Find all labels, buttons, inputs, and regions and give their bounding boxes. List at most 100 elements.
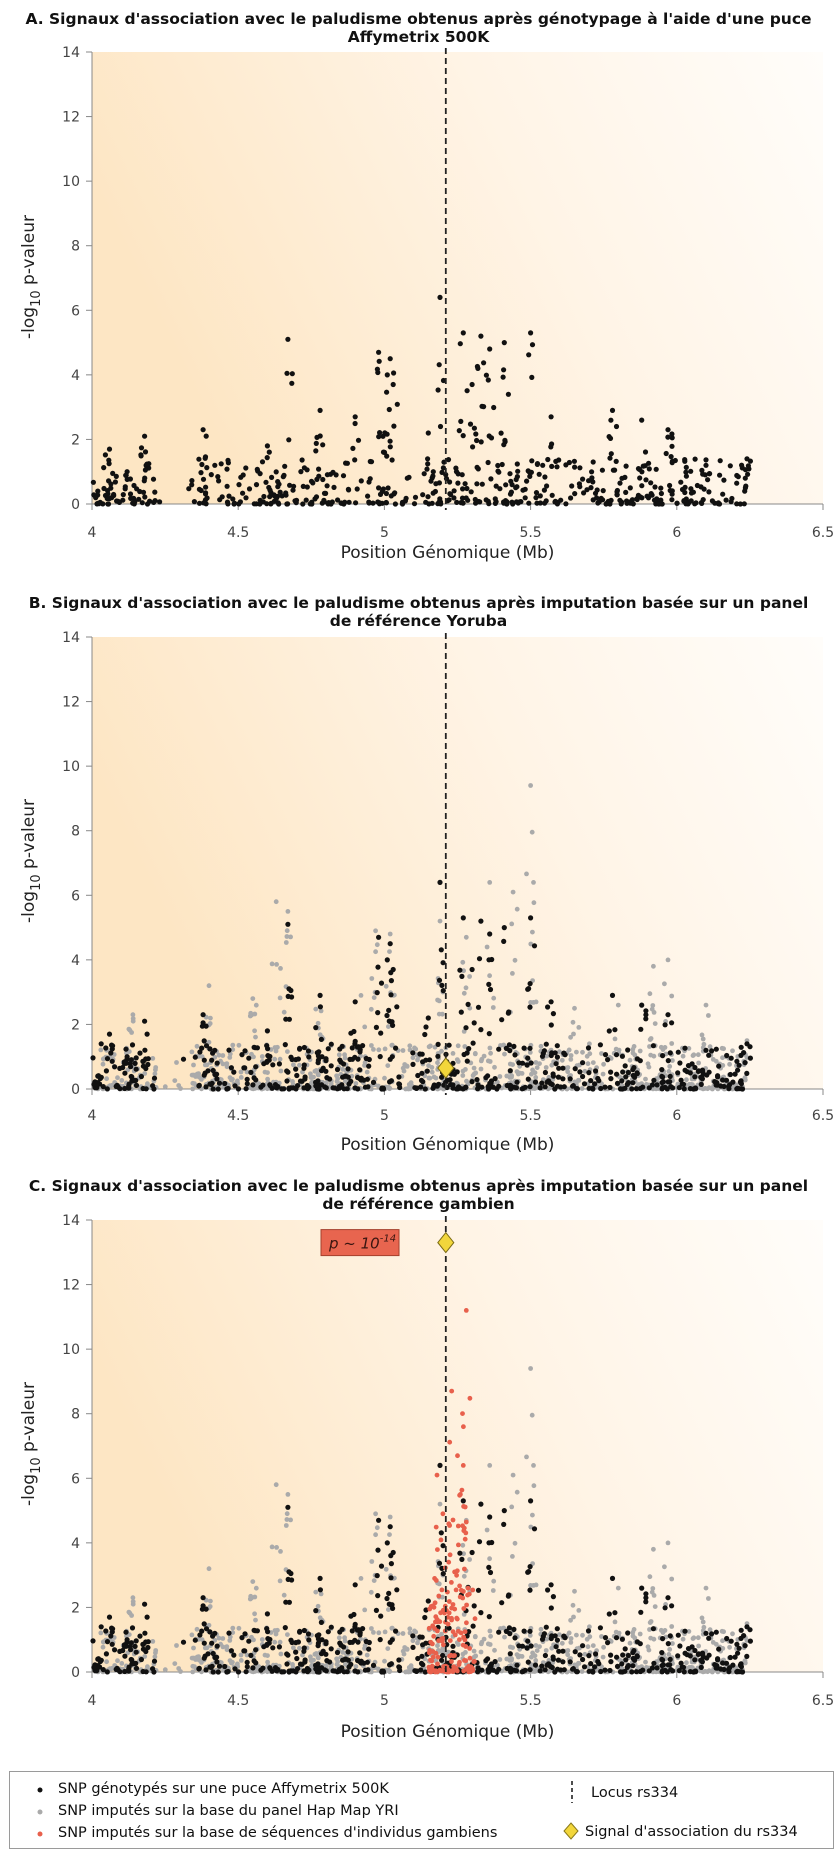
- data-point: [324, 1658, 330, 1664]
- data-point: [486, 1540, 492, 1546]
- data-point: [432, 1576, 437, 1581]
- data-point: [286, 1569, 292, 1575]
- data-point: [613, 423, 620, 430]
- data-point: [635, 466, 642, 472]
- data-point: [386, 1590, 392, 1596]
- data-point: [299, 457, 305, 463]
- panel-a-title: A. Signaux d'association avec le paludis…: [25, 10, 812, 46]
- data-point: [528, 1498, 534, 1504]
- data-point: [747, 1627, 753, 1633]
- data-point: [634, 496, 640, 502]
- data-point: [687, 1669, 694, 1675]
- data-point: [419, 1653, 425, 1659]
- data-point: [110, 1626, 116, 1632]
- data-point: [201, 1655, 207, 1661]
- data-point: [545, 456, 551, 463]
- data-point: [275, 479, 281, 485]
- data-point: [470, 444, 476, 450]
- data-point: [447, 1638, 453, 1643]
- data-point: [492, 496, 498, 502]
- data-point: [484, 1527, 490, 1533]
- data-point: [437, 423, 444, 430]
- data-point: [700, 1652, 706, 1658]
- data-point: [422, 1614, 428, 1621]
- data-point: [669, 435, 675, 441]
- data-point: [637, 1631, 643, 1637]
- data-point: [566, 1630, 572, 1636]
- data-point: [470, 1623, 476, 1629]
- data-point: [718, 1666, 724, 1672]
- data-point: [142, 1630, 148, 1636]
- data-point: [490, 1588, 496, 1593]
- data-point: [680, 1636, 686, 1642]
- data-point: [468, 489, 474, 495]
- data-point: [366, 479, 372, 485]
- data-point: [463, 1519, 469, 1525]
- data-point: [315, 1603, 321, 1609]
- data-point: [362, 1646, 367, 1651]
- data-point: [210, 1669, 216, 1675]
- data-point: [460, 433, 466, 439]
- data-point: [478, 1610, 484, 1616]
- data-point: [446, 1599, 452, 1604]
- data-point: [445, 1621, 451, 1627]
- data-point: [316, 473, 322, 479]
- data-point: [236, 1625, 242, 1631]
- data-point: [133, 1638, 139, 1644]
- data-point: [614, 1654, 620, 1660]
- data-point: [527, 1587, 533, 1593]
- data-point: [573, 1669, 580, 1675]
- data-point: [365, 493, 371, 499]
- panel-b-title: B. Signaux d'association avec le paludis…: [28, 594, 809, 630]
- data-point: [104, 1639, 111, 1645]
- data-point: [695, 1635, 701, 1641]
- data-point: [279, 1669, 285, 1675]
- y-tick-label: 2: [71, 432, 80, 448]
- data-point: [368, 1589, 374, 1595]
- data-point: [397, 1667, 403, 1674]
- data-point: [668, 454, 674, 460]
- data-point: [653, 466, 659, 472]
- data-point: [204, 1645, 210, 1651]
- data-point: [375, 1547, 381, 1553]
- data-point: [402, 498, 408, 504]
- data-point: [662, 1564, 667, 1570]
- data-point: [455, 1453, 460, 1459]
- data-point: [371, 1578, 377, 1583]
- data-point: [681, 1669, 687, 1675]
- data-point: [534, 1648, 540, 1653]
- data-point: [343, 1656, 349, 1662]
- data-point: [242, 1631, 248, 1637]
- data-point: [536, 471, 542, 477]
- data-point: [531, 1526, 538, 1532]
- data-point: [456, 1542, 461, 1548]
- legend-gambian-marker: [37, 1831, 43, 1837]
- data-point: [140, 1668, 146, 1675]
- data-point: [253, 501, 259, 507]
- data-point: [463, 495, 469, 501]
- data-point: [454, 1668, 460, 1674]
- data-point: [558, 1667, 564, 1673]
- data-point: [528, 1583, 533, 1588]
- data-point: [123, 1629, 129, 1635]
- data-point: [669, 1603, 675, 1609]
- data-point: [225, 457, 231, 463]
- data-point: [467, 1395, 473, 1401]
- data-point: [524, 1645, 530, 1651]
- data-point: [374, 1525, 380, 1531]
- data-point: [226, 1630, 232, 1636]
- data-point: [668, 1667, 674, 1673]
- data-point: [440, 377, 447, 384]
- data-point: [700, 497, 706, 503]
- data-point: [453, 465, 459, 471]
- data-point: [199, 1628, 205, 1634]
- data-point: [533, 490, 540, 496]
- data-point: [455, 1523, 461, 1529]
- data-point: [437, 1462, 443, 1468]
- data-point: [458, 1630, 464, 1636]
- data-point: [340, 1649, 346, 1655]
- panel-c: C. Signaux d'association avec le paludis…: [19, 1177, 834, 1742]
- data-point: [460, 1642, 466, 1648]
- data-point: [321, 497, 327, 503]
- data-point: [411, 501, 418, 507]
